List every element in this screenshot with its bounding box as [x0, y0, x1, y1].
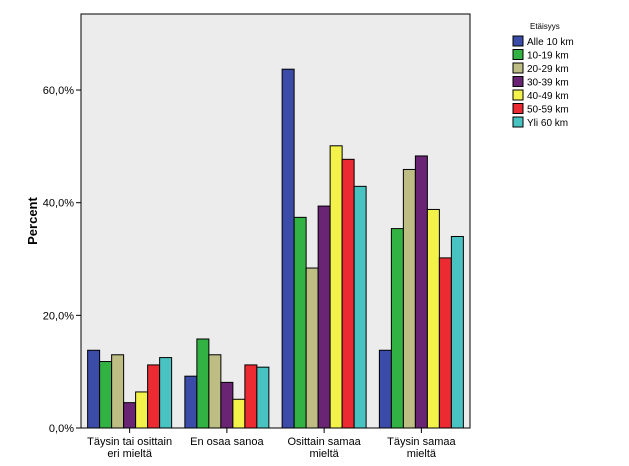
x-category-label: eri mieltä: [107, 448, 153, 460]
bar: [256, 366, 270, 429]
legend-entry-label: 10-19 km: [527, 51, 569, 62]
bar: [378, 349, 392, 429]
legend-swatch: [512, 62, 524, 74]
bar: [135, 391, 149, 429]
legend-title: Etäisyys: [530, 22, 560, 31]
legend-swatch: [512, 35, 524, 47]
x-category-label: mieltä: [309, 448, 339, 460]
legend-swatch: [512, 89, 524, 101]
bar: [341, 158, 355, 429]
y-tick-label: 20,0%: [43, 310, 74, 322]
legend-swatch: [512, 49, 524, 60]
legend: Etäisyys Alle 10 km 10-19 km 20-29 km 30-39…: [512, 22, 574, 129]
bar: [208, 354, 222, 429]
x-category-label: Täysin tai osittain: [87, 436, 172, 448]
legend-entry-label: Alle 10 km: [527, 37, 574, 48]
bar: [293, 216, 307, 429]
bar: [402, 168, 416, 429]
bar: [196, 338, 210, 429]
bar: [438, 257, 452, 429]
legend-entry-label: 20-29 km: [527, 64, 569, 75]
bar: [220, 381, 234, 429]
bar: [426, 208, 440, 429]
x-category-label: Osittain samaa: [287, 436, 361, 448]
legend-swatch: [512, 116, 524, 128]
bar: [111, 354, 125, 429]
bar: [353, 185, 367, 429]
bars-group: [87, 68, 464, 429]
x-category-label: Täysin samaa: [387, 436, 456, 448]
y-tick-label: 0,0%: [49, 423, 74, 435]
bar: [184, 375, 198, 429]
x-category-label: En osaa sanoa: [190, 436, 264, 448]
bar: [414, 155, 428, 429]
bar: [159, 357, 173, 429]
bar: [450, 235, 464, 429]
bar: [244, 364, 258, 429]
legend-entry-label: 40-49 km: [527, 91, 569, 102]
y-tick-label: 60,0%: [43, 85, 74, 97]
bar: [305, 267, 319, 429]
bar: [329, 145, 343, 429]
bar: [123, 402, 137, 429]
x-category-label: mieltä: [407, 448, 437, 460]
legend-entry-label: 50-59 km: [527, 105, 569, 116]
y-tick-label: 40,0%: [43, 198, 74, 210]
legend-swatch: [512, 103, 524, 114]
bar: [232, 398, 246, 429]
bar: [99, 361, 113, 429]
bar: [390, 228, 404, 429]
legend-swatch: [512, 76, 524, 87]
bar: [87, 349, 101, 429]
bar: [147, 364, 161, 429]
bar: [317, 205, 331, 429]
y-axis-label: Percent: [25, 196, 40, 244]
bar: [281, 68, 295, 429]
legend-entry-label: 30-39 km: [527, 78, 569, 89]
legend-entry-label: Yli 60 km: [527, 118, 568, 129]
y-axis: 0,0% 20,0% 40,0% 60,0%: [43, 85, 81, 435]
